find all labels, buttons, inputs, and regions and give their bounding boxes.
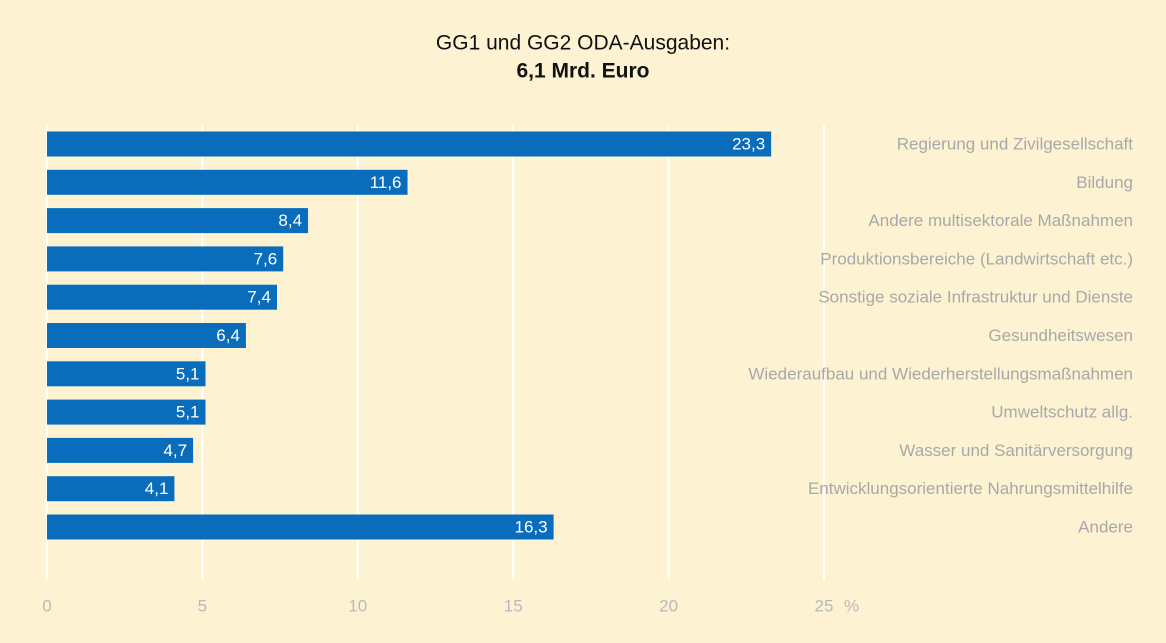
category-label: Sonstige soziale Infrastruktur und Diens… (818, 288, 1133, 307)
bar (47, 208, 309, 234)
bar (47, 246, 284, 272)
value-label: 4,1 (145, 479, 169, 498)
bar (47, 476, 175, 502)
category-label: Andere (1078, 517, 1133, 536)
value-label: 11,6 (370, 173, 402, 192)
x-tick-label: 5 (198, 596, 207, 615)
category-label: Bildung (1076, 173, 1133, 192)
category-label: Produktionsbereiche (Landwirtschaft etc.… (820, 249, 1133, 268)
category-label: Regierung und Zivilgesellschaft (897, 134, 1134, 153)
bar (47, 437, 194, 463)
category-label: Gesundheitswesen (988, 326, 1133, 345)
x-unit-label: % (844, 596, 859, 615)
bar (47, 361, 206, 387)
value-label: 16,3 (515, 517, 548, 536)
x-tick-label: 20 (659, 596, 678, 615)
value-label: 8,4 (278, 211, 302, 230)
value-label: 5,1 (176, 364, 200, 383)
category-label: Umweltschutz allg. (991, 403, 1133, 422)
category-label: Andere multisektorale Maßnahmen (868, 211, 1133, 230)
category-label: Wiederaufbau und Wiederherstellungsmaßna… (748, 364, 1133, 383)
category-label: Wasser und Sanitärversorgung (899, 441, 1133, 460)
category-label: Entwicklungsorientierte Nahrungsmittelhi… (808, 479, 1133, 498)
bar (47, 514, 554, 540)
value-label: 7,6 (254, 249, 278, 268)
bar (47, 323, 246, 348)
bar (47, 399, 206, 425)
chart-subtitle: 6,1 Mrd. Euro (516, 60, 649, 83)
value-label: 5,1 (176, 403, 200, 422)
value-label: 4,7 (163, 441, 187, 460)
bar (47, 169, 408, 195)
x-tick-label: 25 (815, 596, 834, 615)
value-label: 6,4 (216, 326, 240, 345)
value-label: 7,4 (247, 288, 271, 307)
chart-title: GG1 und GG2 ODA-Ausgaben: (436, 32, 730, 55)
x-tick-label: 0 (42, 596, 51, 615)
x-tick-label: 10 (348, 596, 367, 615)
bar (47, 284, 277, 310)
bar (47, 131, 772, 157)
x-tick-label: 15 (504, 596, 523, 615)
value-label: 23,3 (732, 134, 765, 153)
